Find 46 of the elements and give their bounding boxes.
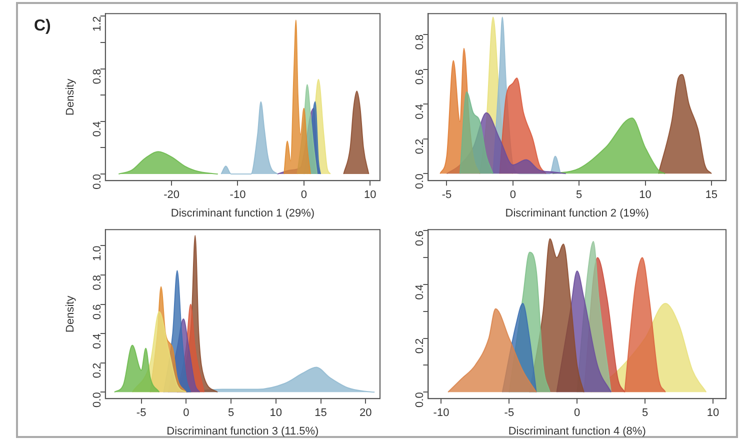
y-tick-label: 0.6 bbox=[414, 69, 426, 85]
y-axis-title: Density bbox=[64, 295, 77, 332]
x-axis-title: Discriminant function 2 (19%) bbox=[505, 207, 649, 220]
x-tick-label: 0 bbox=[510, 189, 516, 202]
x-axis-title: Discriminant function 3 (11.5%) bbox=[166, 425, 319, 438]
y-tick-label: 0.8 bbox=[414, 34, 426, 50]
y-tick-label: 0.6 bbox=[91, 304, 104, 320]
y-tick-label: 1.2 bbox=[91, 16, 104, 32]
x-tick-label: 15 bbox=[314, 407, 327, 420]
x-tick-label: 5 bbox=[642, 407, 648, 420]
y-tick-label: 0.2 bbox=[91, 362, 104, 378]
x-tick-label: 10 bbox=[364, 189, 376, 202]
x-tick-label: -20 bbox=[164, 189, 180, 202]
x-tick-label: 0 bbox=[183, 407, 190, 420]
x-tick-label: 0 bbox=[300, 189, 307, 202]
text: C) bbox=[34, 17, 51, 34]
x-axis-title: Discriminant function 4 (8%) bbox=[508, 425, 646, 438]
x-tick-label: 10 bbox=[639, 189, 652, 202]
y-tick-label: 0.2 bbox=[414, 338, 426, 354]
y-tick-label: 0.6 bbox=[414, 230, 426, 246]
y-tick-label: 1.0 bbox=[91, 246, 104, 262]
x-tick-label: -5 bbox=[504, 407, 514, 420]
y-tick-label: 0.4 bbox=[414, 104, 426, 120]
y-tick-label: 0.0 bbox=[91, 174, 104, 190]
y-tick-label: 0.8 bbox=[91, 68, 104, 84]
y-axis-title: Density bbox=[64, 78, 77, 116]
x-tick-label: 5 bbox=[576, 189, 582, 202]
y-tick-label: 0.0 bbox=[414, 392, 426, 408]
y-tick-label: 0.4 bbox=[414, 284, 426, 300]
x-tick-label: -5 bbox=[442, 189, 452, 202]
x-tick-label: 15 bbox=[705, 189, 718, 202]
x-tick-label: 10 bbox=[706, 407, 720, 420]
x-tick-label: -10 bbox=[433, 407, 450, 420]
y-tick-label: 0.8 bbox=[91, 275, 104, 290]
x-tick-label: 5 bbox=[228, 407, 234, 420]
x-tick-label: 0 bbox=[574, 407, 580, 420]
y-tick-label: 0.0 bbox=[414, 174, 426, 189]
x-tick-label: -10 bbox=[230, 189, 246, 202]
x-tick-label: 20 bbox=[360, 407, 372, 420]
y-tick-label: 0.2 bbox=[414, 138, 426, 154]
x-tick-label: -5 bbox=[136, 407, 146, 420]
y-tick-label: 0.4 bbox=[91, 334, 104, 349]
y-tick-label: 0.0 bbox=[91, 392, 104, 408]
y-tick-label: 0.4 bbox=[91, 121, 104, 137]
x-tick-label: 10 bbox=[270, 407, 282, 420]
x-axis-title: Discriminant function 1 (29%) bbox=[170, 207, 315, 220]
